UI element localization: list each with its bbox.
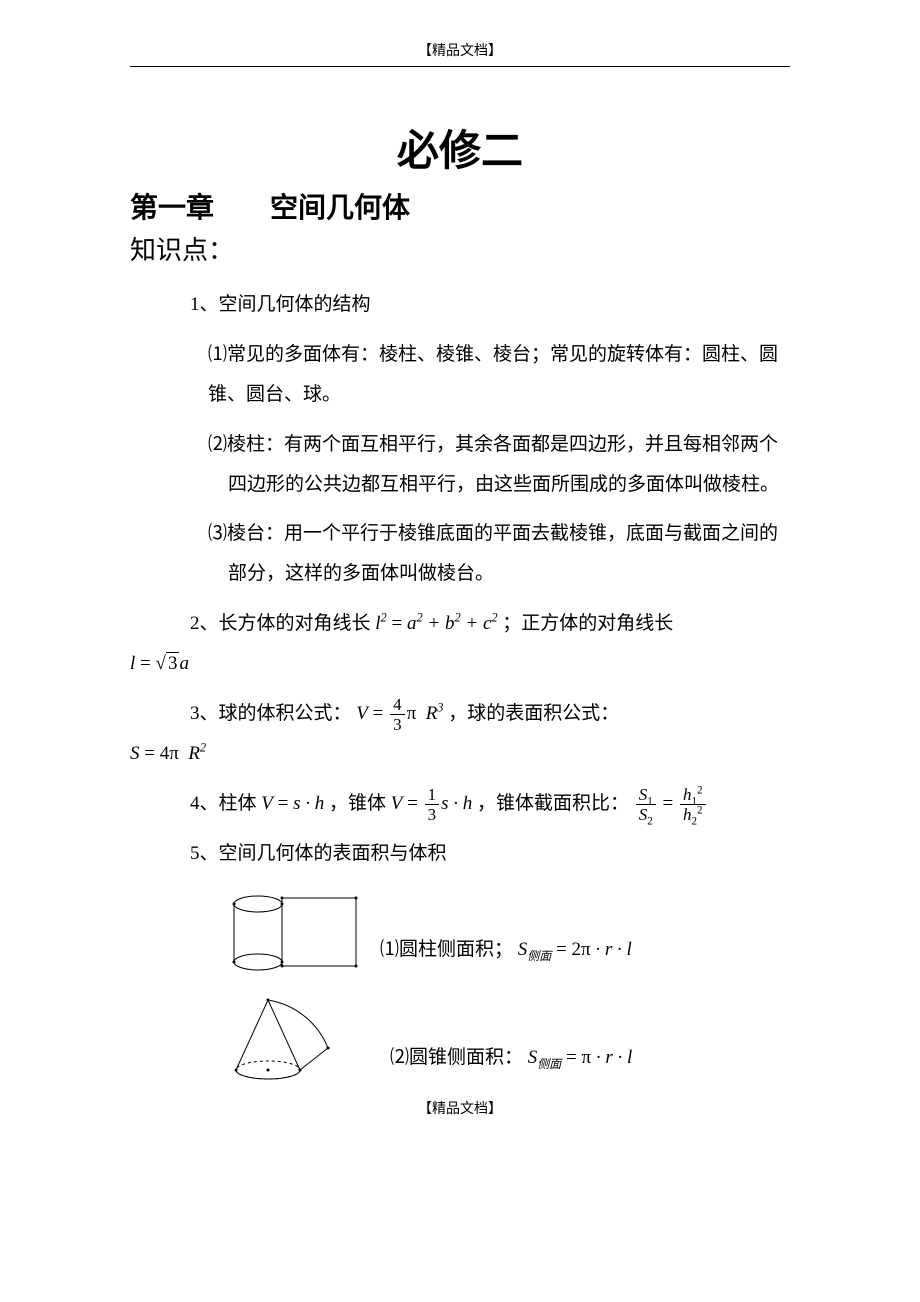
math-sphere-area: S = 4π R2 [130,743,206,764]
point-5: 5、空间几何体的表面积与体积 [130,834,790,874]
cone-caption: ⑵圆锥侧面积： S侧面 = π · r · l [360,1038,632,1082]
math-cylinder-lateral: S侧面 = 2π · r · l [518,939,632,960]
section-label: 知识点： [130,230,790,267]
point-1-3: ⑶棱台：用一个平行于棱锥底面的平面去截棱锥，底面与截面之间的部分，这样的多面体叫… [130,514,790,594]
point-3-text-a: 3、球的体积公式： [130,703,352,724]
content-body: 1、空间几何体的结构 ⑴常见的多面体有：棱柱、棱锥、棱台；常见的旋转体有：圆柱、… [130,285,790,1082]
point-3-text-b: ，球的表面积公式： [448,703,619,724]
point-4: 4、柱体 V = s · h ，锥体 V = 13s · h ，锥体截面积比： … [130,784,790,824]
point-4-text-c: ，锥体截面积比： [477,793,629,814]
eq-sign-1: = [391,613,406,634]
point-2-text-b: ；正方体的对角线长 [502,613,673,634]
cylinder-caption: ⑴圆柱侧面积； S侧面 = 2π · r · l [380,930,632,974]
header-tag: 【精品文档】 [130,40,790,67]
cylinder-icon [230,892,360,974]
point-2: 2、长方体的对角线长 l2 = a2 + b2 + c2 ；正方体的对角线长 l… [130,604,790,684]
point-4-text-b: ，锥体 [329,793,386,814]
cone-icon [230,992,340,1082]
chapter-title: 第一章 空间几何体 [130,186,790,226]
math-l2-eq: l2 [375,613,386,634]
footer-tag: 【精品文档】 [130,1092,790,1118]
point-1-3-text: ⑶棱台：用一个平行于棱锥底面的平面去截棱锥，底面与截面之间的部分，这样的多面体叫… [208,514,790,594]
math-sphere-volume: V = 43π R3 [356,703,448,724]
point-1-lead: 1、空间几何体的结构 [130,285,790,325]
main-title: 必修二 [130,117,790,178]
point-3: 3、球的体积公式： V = 43π R3 ，球的表面积公式： S = 4π R2 [130,694,790,774]
point-4-text-a: 4、柱体 [190,793,257,814]
figure-cone-row: ⑵圆锥侧面积： S侧面 = π · r · l [130,992,790,1082]
math-section-ratio: S1S2 = h12h22 [634,793,708,814]
math-l-sqrt3a: l = √3a [130,652,189,674]
point-2-text-a: 2、长方体的对角线长 [130,613,371,634]
math-cone-lateral: S侧面 = π · r · l [528,1047,633,1068]
point-1-2-text: ⑵棱柱：有两个面互相平行，其余各面都是四边形，并且每相邻两个四边形的公共边都互相… [208,425,790,505]
figure-cylinder-row: ⑴圆柱侧面积； S侧面 = 2π · r · l [130,892,790,974]
point-1-1-text: ⑴常见的多面体有：棱柱、棱锥、棱台；常见的旋转体有：圆柱、圆锥、圆台、球。 [130,344,778,405]
math-cone-volume: V = 13s · h [391,793,477,814]
math-abc: a2 + b2 + c2 [407,613,498,634]
point-1-2: ⑵棱柱：有两个面互相平行，其余各面都是四边形，并且每相邻两个四边形的公共边都互相… [130,425,790,505]
math-prism-volume: V = s · h [261,793,329,814]
point-1-1: ⑴常见的多面体有：棱柱、棱锥、棱台；常见的旋转体有：圆柱、圆锥、圆台、球。 [130,335,790,415]
